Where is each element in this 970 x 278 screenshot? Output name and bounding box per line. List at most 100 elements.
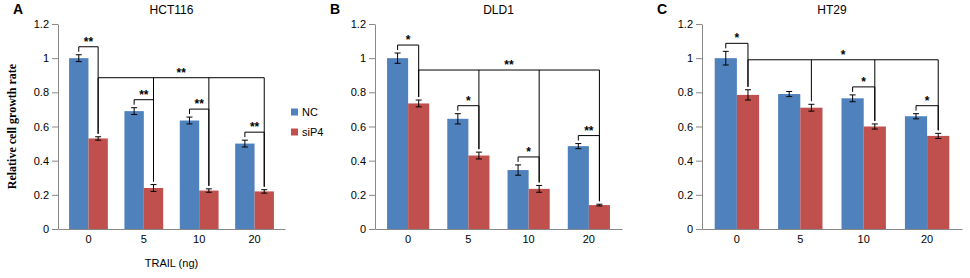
- bar: [408, 103, 429, 229]
- bracket-drop: [189, 109, 190, 114]
- error-bar: [242, 140, 248, 147]
- bar: [927, 136, 949, 229]
- error-bar-cap: [206, 188, 212, 189]
- y-tick-label: 1: [687, 52, 693, 64]
- y-tick-label: 0: [43, 223, 49, 235]
- x-tick-label: 0: [405, 233, 411, 245]
- significance-bracket: **: [189, 97, 208, 186]
- error-bar-cap: [913, 118, 919, 119]
- y-tick-mark: [369, 195, 375, 196]
- y-tick-label: 0.8: [351, 86, 366, 98]
- error-bar-cap: [745, 100, 751, 101]
- error-bar-stem: [189, 117, 190, 124]
- error-bar-cap: [455, 123, 461, 124]
- bracket-drop: [938, 60, 939, 131]
- x-tick-label: 0: [734, 233, 740, 245]
- legend-swatch: [291, 129, 298, 136]
- y-tick-label: 0: [687, 223, 693, 235]
- bracket-drop: [457, 106, 458, 111]
- error-bar-cap: [476, 158, 482, 159]
- x-tick-label: 20: [921, 233, 933, 245]
- error-bar-cap: [151, 184, 157, 185]
- x-tick-label: 5: [465, 233, 471, 245]
- significance-label: *: [735, 31, 740, 45]
- error-bar-cap: [395, 53, 401, 54]
- error-bar-stem: [578, 144, 579, 149]
- bracket-drop: [874, 60, 875, 121]
- y-tick: 1: [687, 52, 702, 64]
- error-bar: [872, 124, 878, 129]
- chart-title: DLD1: [483, 3, 514, 17]
- x-tick-label: 10: [858, 233, 870, 245]
- error-bar-cap: [416, 100, 422, 101]
- y-tick-mark: [52, 229, 58, 230]
- error-bar-stem: [539, 185, 540, 192]
- error-bar-cap: [515, 164, 521, 165]
- error-bar-cap: [850, 94, 856, 95]
- error-bar-stem: [98, 137, 99, 140]
- legend: NCsiP4: [291, 106, 323, 138]
- significance-label: *: [466, 94, 471, 108]
- y-tick-label: 0.6: [678, 121, 693, 133]
- panel: 00.20.40.60.811.2051020****CHT29: [657, 1, 963, 245]
- significance-bracket: **: [245, 120, 264, 187]
- bar: [144, 188, 163, 229]
- x-tick: 10: [858, 229, 870, 245]
- y-tick-mark: [696, 92, 702, 93]
- y-tick-mark: [52, 195, 58, 196]
- bar: [905, 116, 927, 229]
- bar: [508, 170, 529, 229]
- error-bar: [723, 51, 729, 65]
- y-axis: 00.20.40.60.811.2: [351, 18, 376, 235]
- x-axis: 051020: [703, 229, 963, 245]
- y-tick-label: 0.8: [34, 86, 49, 98]
- y-tick: 0.4: [678, 155, 702, 167]
- error-bar-stem: [478, 152, 479, 159]
- error-bar-cap: [76, 61, 82, 62]
- y-tick-label: 0.2: [678, 189, 693, 201]
- y-tick: 0: [43, 223, 58, 235]
- y-tick-label: 0: [360, 223, 366, 235]
- significance-label: *: [861, 75, 866, 89]
- y-tick-label: 0.2: [351, 189, 366, 201]
- bracket-drop: [418, 70, 419, 97]
- error-bar-cap: [536, 185, 542, 186]
- bar: [864, 127, 886, 230]
- x-axis-line: [376, 229, 623, 230]
- y-tick-label: 0.4: [678, 155, 693, 167]
- significance-label: **: [139, 88, 149, 102]
- bracket-drop: [725, 43, 726, 48]
- x-tick: 5: [465, 229, 471, 245]
- y-tick: 0: [360, 223, 375, 235]
- error-bar-cap: [261, 193, 267, 194]
- error-bar-stem: [134, 108, 135, 115]
- significance-label: *: [841, 48, 846, 62]
- error-bar-cap: [745, 89, 751, 90]
- legend-label: NC: [302, 106, 318, 118]
- bar: [387, 58, 408, 229]
- error-bar-cap: [808, 111, 814, 112]
- legend-swatch: [291, 109, 298, 116]
- y-axis-line: [702, 25, 703, 230]
- y-tick-label: 1.2: [678, 18, 693, 30]
- plot-marks: [387, 53, 610, 229]
- error-bar-stem: [153, 185, 154, 192]
- bracket-drop: [852, 87, 853, 92]
- significance-label: **: [84, 35, 94, 49]
- x-tick: 20: [583, 229, 595, 245]
- error-bar-stem: [874, 124, 875, 129]
- y-tick-mark: [696, 24, 702, 25]
- bar: [778, 94, 800, 229]
- y-tick: 1.2: [351, 18, 375, 30]
- error-bar-cap: [476, 152, 482, 153]
- error-bar-cap: [575, 148, 581, 149]
- x-tick: 10: [522, 229, 534, 245]
- y-tick: 1: [43, 52, 58, 64]
- error-bar-cap: [723, 65, 729, 66]
- bar: [800, 108, 822, 229]
- x-tick-label: 20: [583, 233, 595, 245]
- bar: [124, 111, 143, 229]
- bar: [468, 156, 489, 229]
- chart-title: HT29: [817, 3, 847, 17]
- y-tick-label: 0.4: [351, 155, 366, 167]
